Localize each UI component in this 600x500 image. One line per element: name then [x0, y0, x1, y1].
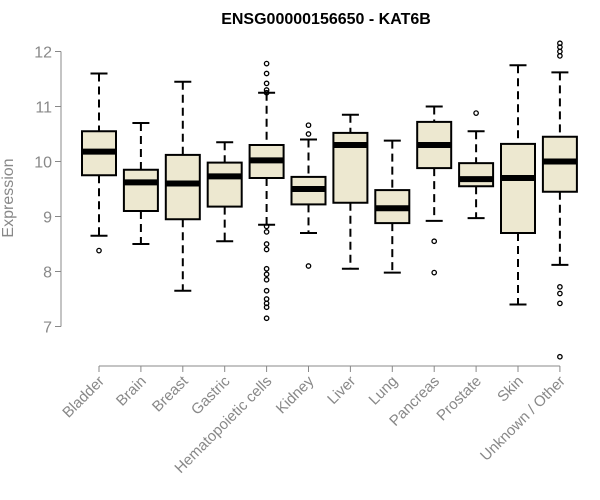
box-group [206, 141, 243, 243]
box-group [458, 110, 495, 220]
box-iqr [500, 142, 536, 234]
outlier-point [557, 53, 563, 59]
box-group [164, 80, 201, 292]
outlier-point [473, 110, 479, 116]
y-tick-label: 8 [43, 265, 52, 282]
y-tick-label: 7 [43, 320, 52, 337]
y-tick-label: 9 [43, 210, 52, 227]
y-axis: 7 8 9 10 11 12 [34, 45, 62, 337]
box-iqr [458, 162, 495, 188]
outlier-point [263, 223, 270, 230]
outlier-point [305, 131, 312, 137]
box-group [374, 139, 411, 274]
y-tick-label: 12 [34, 45, 52, 62]
box-iqr [164, 153, 201, 221]
outlier-point [263, 241, 270, 247]
outlier-point [263, 276, 270, 283]
outlier-point [263, 80, 270, 87]
outlier-point [305, 122, 312, 129]
outlier-point [557, 284, 563, 290]
outlier-point [431, 269, 438, 276]
box-iqr [122, 168, 159, 212]
box-series [81, 40, 578, 360]
x-tick-label: Prostate [433, 373, 485, 425]
y-tick-label: 10 [34, 155, 52, 172]
box-group [500, 64, 536, 306]
outlier-point [263, 70, 270, 77]
box-group [290, 122, 327, 269]
box-group [122, 122, 159, 245]
outlier-point [96, 247, 102, 254]
outlier-point [263, 87, 270, 93]
chart-title: ENSG00000156650 - KAT6B [221, 11, 431, 28]
x-tick-label: Liver [324, 373, 359, 408]
x-tick-label: Brain [113, 373, 150, 410]
x-tick-label: Bladder [59, 373, 108, 422]
outlier-point [263, 287, 270, 294]
outlier-point [431, 238, 438, 245]
outlier-point [263, 246, 270, 253]
outlier-point [263, 315, 270, 322]
box-group [248, 60, 285, 322]
outlier-point [557, 353, 563, 360]
box-group [332, 113, 369, 270]
outlier-point [557, 48, 563, 55]
outlier-point [305, 263, 312, 269]
outlier-point [263, 304, 270, 311]
box-iqr [206, 161, 243, 208]
x-tick-label: Kidney [273, 372, 318, 417]
y-tick-label: 11 [35, 100, 52, 117]
outlier-point [263, 89, 270, 96]
box-group [81, 72, 117, 254]
y-axis-label: Expression [0, 158, 17, 237]
outlier-point [557, 300, 563, 307]
outlier-point [557, 290, 563, 297]
x-tick-label: Skin [494, 373, 527, 406]
outlier-point [263, 265, 270, 272]
outlier-point [263, 229, 270, 235]
x-tick-label: Breast [149, 372, 192, 415]
outlier-point [263, 296, 270, 302]
outlier-point [263, 60, 270, 67]
box-group [541, 40, 578, 360]
x-tick-label: Lung [366, 373, 402, 409]
box-group [416, 105, 453, 276]
outlier-point [263, 271, 270, 278]
